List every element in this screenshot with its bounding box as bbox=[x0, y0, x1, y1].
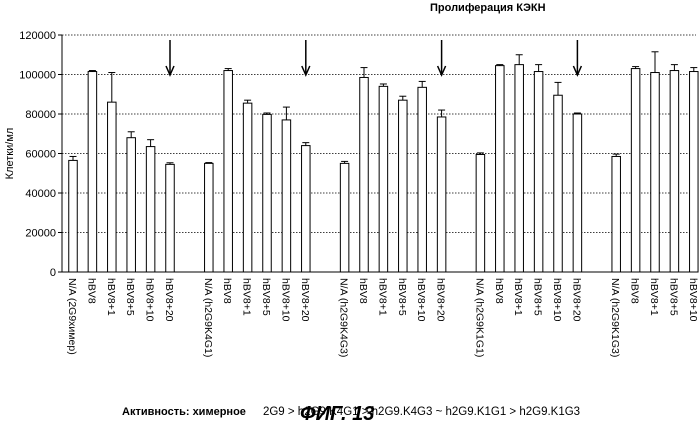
y-tick-label: 60000 bbox=[25, 149, 56, 161]
x-tick-label: hBV8+10 bbox=[144, 278, 156, 322]
bar bbox=[127, 138, 136, 272]
x-tick-label: hBV8+20 bbox=[299, 278, 311, 322]
x-tick-label: hBV8+5 bbox=[396, 278, 408, 316]
x-tick-label: N/A (h2G9K1G1) bbox=[473, 278, 485, 357]
y-tick-label: 20000 bbox=[25, 228, 56, 240]
x-tick-label: N/A (2G9химер) bbox=[66, 278, 78, 355]
x-tick-label: hBV8+1 bbox=[512, 278, 524, 316]
x-tick-label: hBV8 bbox=[85, 278, 97, 304]
figure-label: ФИГ. 13 bbox=[300, 403, 374, 426]
x-tick-label: N/A (h2G9K4G3) bbox=[338, 278, 350, 357]
y-axis-label: Клетки/мл bbox=[4, 128, 16, 180]
x-tick-label: hBV8+5 bbox=[532, 278, 544, 316]
bar bbox=[515, 65, 524, 272]
x-tick-label: N/A (h2G9K1G3) bbox=[609, 278, 621, 357]
bar bbox=[534, 72, 543, 272]
bar bbox=[302, 146, 311, 272]
y-tick-label: 0 bbox=[50, 267, 56, 279]
bar bbox=[612, 156, 621, 272]
x-tick-label: hBV8+5 bbox=[667, 278, 679, 316]
x-tick-label: N/A (h2G9K4G1) bbox=[202, 278, 214, 357]
bar bbox=[166, 164, 175, 272]
bar bbox=[88, 72, 97, 272]
x-tick-label: hBV8+1 bbox=[105, 278, 117, 316]
bar bbox=[69, 160, 78, 272]
bar bbox=[205, 163, 214, 272]
x-tick-label: hBV8+10 bbox=[415, 278, 427, 322]
x-tick-label: hBV8+20 bbox=[163, 278, 175, 322]
bar bbox=[108, 102, 117, 272]
x-tick-label: hBV8+5 bbox=[260, 278, 272, 316]
bar bbox=[379, 86, 388, 272]
x-tick-label: hBV8 bbox=[493, 278, 505, 304]
x-tick-label: hBV8+20 bbox=[435, 278, 447, 322]
y-tick-label: 120000 bbox=[19, 30, 56, 42]
bar bbox=[263, 114, 272, 272]
x-tick-label: hBV8+10 bbox=[279, 278, 291, 322]
bar bbox=[418, 87, 427, 272]
bar bbox=[690, 72, 699, 272]
bar bbox=[554, 95, 563, 272]
x-tick-label: hBV8+20 bbox=[570, 278, 582, 322]
bar bbox=[224, 71, 233, 272]
x-tick-label: hBV8 bbox=[221, 278, 233, 304]
bar bbox=[437, 117, 446, 272]
bar bbox=[496, 66, 505, 272]
bar bbox=[573, 114, 582, 272]
x-tick-label: hBV8 bbox=[629, 278, 641, 304]
activity-label: Активность: химерное bbox=[122, 406, 246, 418]
bar bbox=[399, 100, 408, 272]
bar bbox=[146, 147, 155, 272]
bar bbox=[631, 69, 640, 272]
bar bbox=[360, 77, 369, 272]
y-tick-label: 100000 bbox=[19, 70, 56, 82]
y-tick-label: 40000 bbox=[25, 188, 56, 200]
bar bbox=[282, 120, 291, 272]
x-tick-label: hBV8+1 bbox=[648, 278, 660, 316]
x-tick-label: hBV8+1 bbox=[376, 278, 388, 316]
y-tick-label: 80000 bbox=[25, 109, 56, 121]
bar bbox=[243, 103, 252, 272]
bar bbox=[476, 154, 485, 272]
bar bbox=[670, 71, 679, 272]
x-tick-label: hBV8+10 bbox=[551, 278, 563, 322]
x-tick-label: hBV8+5 bbox=[124, 278, 136, 316]
bar bbox=[340, 163, 349, 272]
bar bbox=[651, 73, 660, 272]
x-tick-label: hBV8+1 bbox=[241, 278, 253, 316]
x-tick-label: hBV8+10 bbox=[687, 278, 699, 322]
x-tick-label: hBV8 bbox=[357, 278, 369, 304]
